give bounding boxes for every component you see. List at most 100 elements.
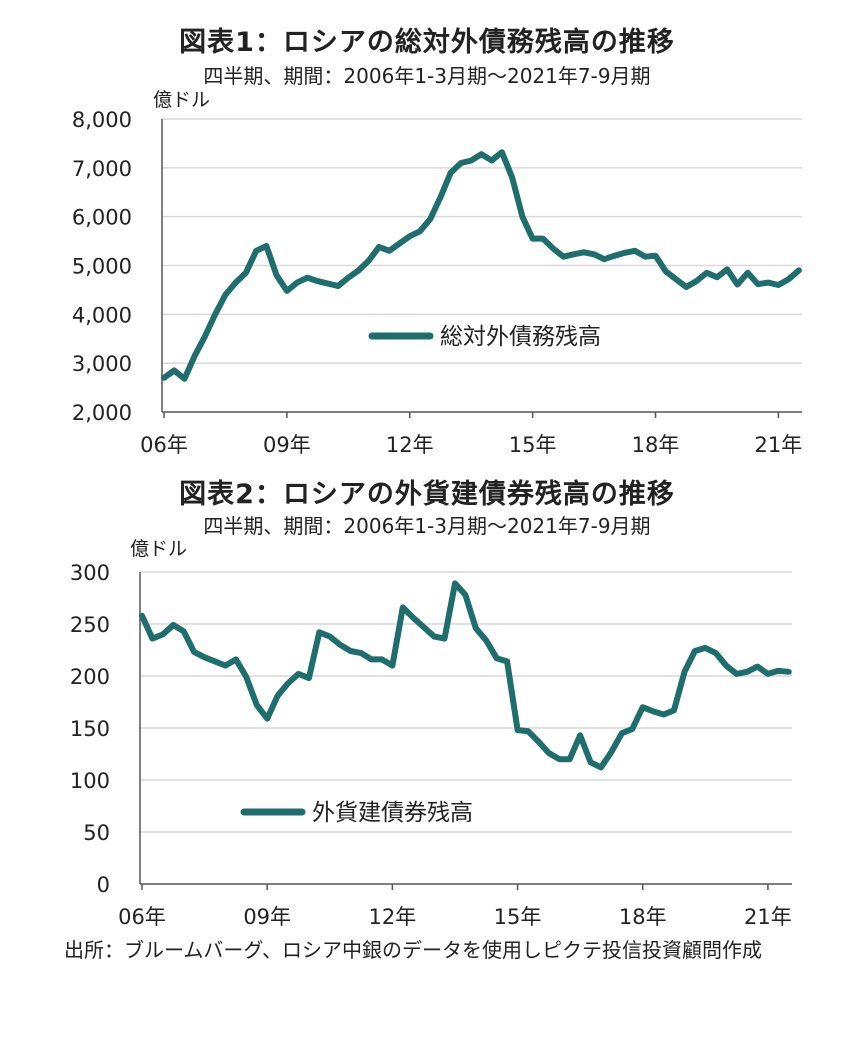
x-tick-label-2: 21年 bbox=[744, 905, 792, 929]
data-point-1 bbox=[542, 238, 544, 240]
data-point-1 bbox=[695, 280, 698, 282]
data-point-1 bbox=[624, 252, 626, 254]
data-point-1 bbox=[235, 281, 237, 284]
data-point-2 bbox=[287, 682, 289, 684]
data-point-1 bbox=[521, 216, 524, 218]
data-point-1 bbox=[173, 369, 175, 372]
data-point-2 bbox=[516, 729, 519, 731]
data-point-1 bbox=[419, 230, 421, 232]
data-point-1 bbox=[777, 284, 780, 286]
data-point-2 bbox=[788, 671, 790, 673]
data-point-2 bbox=[443, 637, 446, 640]
data-point-2 bbox=[193, 651, 195, 653]
data-point-2 bbox=[381, 658, 383, 660]
data-point-2 bbox=[631, 728, 633, 730]
data-point-2 bbox=[610, 751, 613, 753]
data-point-2 bbox=[652, 710, 654, 712]
y-unit-label-1: 億ドル bbox=[153, 89, 210, 111]
data-point-1 bbox=[511, 177, 513, 179]
data-point-2 bbox=[214, 660, 216, 663]
data-point-1 bbox=[634, 250, 636, 252]
data-point-1 bbox=[306, 277, 308, 279]
data-point-1 bbox=[480, 153, 483, 155]
data-point-1 bbox=[378, 246, 380, 248]
data-point-2 bbox=[402, 606, 404, 608]
data-point-1 bbox=[450, 172, 452, 174]
data-point-2 bbox=[642, 706, 644, 708]
data-point-1 bbox=[245, 272, 247, 274]
data-point-1 bbox=[767, 281, 769, 284]
data-point-2 bbox=[339, 644, 341, 646]
data-point-1 bbox=[706, 272, 708, 274]
data-point-2 bbox=[600, 766, 602, 769]
data-point-2 bbox=[203, 656, 206, 658]
data-point-1 bbox=[552, 247, 554, 250]
x-tick-label-1: 12年 bbox=[386, 433, 434, 457]
data-point-2 bbox=[548, 752, 550, 754]
chart1-subtitle: 四半期、期間：2006年1-3月期～2021年7-9月期 bbox=[203, 64, 651, 88]
x-tick-label-1: 18年 bbox=[632, 433, 680, 457]
data-point-2 bbox=[391, 665, 393, 667]
data-point-2 bbox=[256, 704, 258, 706]
data-point-2 bbox=[308, 677, 310, 679]
x-tick-label-2: 09年 bbox=[243, 905, 291, 929]
data-point-1 bbox=[214, 313, 216, 315]
data-point-2 bbox=[589, 761, 592, 763]
x-tick-label-1: 21年 bbox=[755, 433, 803, 457]
data-point-2 bbox=[756, 666, 759, 668]
source-note: 出所：ブルームバーグ、ロシア中銀のデータを使用しピクテ投信投資顧問作成 bbox=[64, 938, 762, 962]
y-tick-label-1: 5,000 bbox=[72, 255, 132, 279]
data-point-1 bbox=[593, 253, 595, 255]
data-point-1 bbox=[736, 283, 739, 286]
data-point-1 bbox=[532, 238, 534, 240]
x-tick-label-1: 15年 bbox=[509, 433, 557, 457]
data-point-2 bbox=[704, 647, 706, 649]
chart2-subtitle: 四半期、期間：2006年1-3月期～2021年7-9月期 bbox=[203, 514, 651, 538]
data-point-2 bbox=[162, 633, 164, 636]
chart2-title: 図表2：ロシアの外貨建債券残高の推移 bbox=[179, 479, 675, 510]
x-tick-label-2: 12年 bbox=[369, 905, 417, 929]
data-point-1 bbox=[357, 269, 360, 271]
data-point-1 bbox=[613, 255, 616, 257]
data-point-2 bbox=[736, 673, 738, 675]
y-tick-label-1: 7,000 bbox=[72, 157, 132, 181]
y-tick-label-1: 6,000 bbox=[72, 206, 132, 230]
data-point-2 bbox=[370, 658, 373, 660]
data-point-2 bbox=[506, 660, 508, 663]
y-tick-label-2: 0 bbox=[97, 873, 110, 897]
data-point-1 bbox=[573, 253, 575, 255]
data-point-2 bbox=[412, 617, 414, 619]
x-tick-label-2: 06年 bbox=[118, 905, 166, 929]
data-point-2 bbox=[683, 671, 686, 673]
data-point-1 bbox=[501, 151, 503, 153]
data-point-1 bbox=[460, 162, 462, 164]
data-point-2 bbox=[318, 631, 320, 633]
data-point-2 bbox=[224, 665, 227, 667]
data-point-1 bbox=[716, 276, 718, 278]
data-point-2 bbox=[329, 635, 331, 638]
data-point-2 bbox=[673, 709, 675, 711]
data-point-1 bbox=[654, 255, 657, 257]
data-point-1 bbox=[317, 280, 319, 282]
y-tick-label-1: 8,000 bbox=[72, 108, 132, 132]
y-tick-label-2: 150 bbox=[70, 717, 110, 741]
x-tick-label-1: 09年 bbox=[263, 433, 311, 457]
data-point-1 bbox=[194, 355, 196, 357]
data-point-1 bbox=[798, 269, 800, 271]
data-point-2 bbox=[423, 626, 425, 628]
data-point-2 bbox=[485, 640, 487, 642]
data-point-1 bbox=[286, 290, 288, 292]
x-tick-label-2: 18年 bbox=[619, 905, 667, 929]
data-point-2 bbox=[767, 673, 769, 675]
data-point-1 bbox=[583, 251, 585, 253]
data-point-1 bbox=[255, 250, 257, 252]
chart1-title: 図表1：ロシアの総対外債務残高の推移 bbox=[179, 27, 675, 58]
data-point-2 bbox=[496, 657, 498, 659]
data-point-1 bbox=[429, 218, 431, 220]
data-point-2 bbox=[725, 665, 727, 667]
data-point-1 bbox=[757, 283, 759, 285]
legend-label-2: 外貨建債券残高 bbox=[312, 800, 473, 826]
data-point-2 bbox=[183, 630, 185, 632]
y-tick-label-1: 3,000 bbox=[72, 352, 132, 376]
